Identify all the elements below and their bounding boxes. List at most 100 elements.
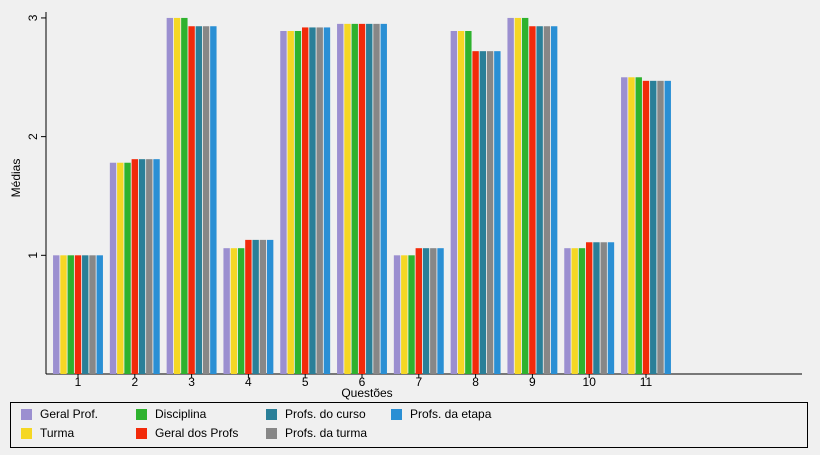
- x-tick-label: 1: [75, 375, 82, 389]
- bar-q6-s1: [337, 23, 344, 375]
- legend-swatch: [21, 408, 32, 420]
- x-tick-label: 8: [472, 375, 479, 389]
- bar-q2-s3: [124, 162, 131, 374]
- bar-q9-s5: [536, 26, 543, 375]
- bar-q1-s3: [67, 255, 74, 374]
- bar-q9-s2: [514, 17, 522, 375]
- bar-q11-s3: [635, 77, 642, 374]
- bar-q5-s3: [294, 30, 302, 375]
- bar-q11-s4: [642, 80, 650, 374]
- y-ticks: 1 2 3: [26, 14, 46, 259]
- x-tick-label: 11: [640, 375, 653, 389]
- bar-q9-s6: [543, 26, 551, 375]
- legend-swatch: [266, 427, 277, 439]
- bar-q10-s5: [593, 242, 600, 374]
- x-tick-label: 2: [131, 375, 138, 389]
- bar-q11-s5: [650, 80, 657, 374]
- bar-q2-s2: [117, 162, 124, 374]
- x-tick-label: 7: [415, 375, 422, 389]
- legend-label: Disciplina: [155, 407, 207, 421]
- bar-q9-s4: [529, 26, 536, 375]
- bar-q6-s6: [373, 23, 380, 375]
- bar-q3-s6: [202, 26, 210, 375]
- legend-item: Profs. da etapa: [391, 407, 491, 421]
- bar-q1-s6: [89, 255, 96, 374]
- bar-q10-s2: [571, 248, 578, 374]
- bar-q6-s3: [351, 23, 358, 375]
- bar-q3-s7: [210, 26, 217, 375]
- bar-q3-s1: [166, 17, 174, 375]
- legend-label: Geral dos Profs: [155, 426, 239, 440]
- bar-q8-s1: [450, 30, 458, 375]
- legend-item: Disciplina: [136, 407, 206, 421]
- x-ticks: 1 2 3 4 5 6 7 8 9 10 11: [75, 374, 653, 389]
- legend-item: Profs. da turma: [266, 426, 367, 440]
- bar-q5-s4: [302, 27, 309, 375]
- bar-q4-s6: [259, 239, 267, 374]
- x-tick-label: 10: [583, 375, 597, 389]
- bar-q7-s2: [401, 255, 408, 374]
- x-tick-label: 5: [302, 375, 309, 389]
- bar-q7-s1: [393, 255, 401, 374]
- legend-swatch: [136, 408, 147, 420]
- bar-q10-s4: [586, 242, 593, 374]
- bar-q4-s5: [252, 239, 259, 374]
- bar-q8-s4: [472, 51, 479, 375]
- bar-q2-s7: [153, 159, 160, 374]
- legend: Geral Prof. Turma Disciplina Geral dos Prof…: [10, 402, 808, 448]
- bar-q6-s7: [380, 23, 387, 375]
- legend-swatch: [391, 408, 402, 420]
- x-tick-label: 9: [529, 375, 536, 389]
- bar-q5-s5: [309, 27, 316, 375]
- bar-q4-s1: [223, 248, 230, 374]
- bar-q9-s3: [521, 17, 529, 375]
- y-tick-label: 1: [26, 252, 40, 259]
- bar-q1-s2: [60, 255, 67, 374]
- bar-q4-s7: [266, 239, 274, 374]
- bar-q11-s7: [664, 80, 671, 374]
- bar-q11-s2: [628, 77, 635, 374]
- bar-q5-s1: [280, 30, 287, 375]
- legend-item: Geral Prof.: [21, 407, 98, 421]
- bar-q6-s5: [366, 23, 373, 375]
- bar-q6-s2: [344, 23, 351, 375]
- x-axis-label: Questões: [341, 386, 392, 400]
- bar-q10-s1: [564, 248, 571, 374]
- bar-q6-s4: [358, 23, 366, 375]
- legend-label: Turma: [40, 426, 75, 440]
- bar-q2-s6: [146, 159, 153, 374]
- bar-q3-s3: [181, 17, 188, 375]
- x-tick-label: 3: [188, 375, 195, 389]
- bar-q10-s7: [607, 242, 615, 374]
- legend-label: Profs. da etapa: [410, 407, 492, 421]
- bar-q7-s3: [408, 255, 415, 374]
- bar-q8-s2: [457, 30, 465, 375]
- bar-q1-s4: [74, 255, 82, 374]
- legend-item: Turma: [21, 426, 74, 440]
- bar-q7-s5: [422, 248, 430, 374]
- legend-swatch: [136, 427, 147, 439]
- bar-q1-s7: [96, 255, 103, 374]
- bar-q2-s4: [131, 159, 138, 374]
- y-tick-label: 2: [26, 133, 40, 140]
- bar-q2-s1: [109, 162, 117, 374]
- bar-q9-s1: [507, 17, 514, 375]
- bar-q9-s7: [550, 26, 558, 375]
- bar-q11-s1: [621, 77, 628, 374]
- bar-q4-s3: [237, 248, 245, 374]
- legend-label: Geral Prof.: [40, 407, 99, 421]
- bar-chart: 1 2 3 1 2 3 4 5 6 7 8 9 10 11 Médias Questões: [9, 12, 802, 400]
- bar-q1-s1: [53, 255, 60, 374]
- bar-q7-s7: [437, 248, 444, 374]
- bar-q8-s5: [479, 51, 487, 375]
- bar-q8-s3: [465, 30, 472, 375]
- bar-q5-s6: [316, 27, 323, 375]
- bar-q5-s7: [323, 27, 331, 375]
- legend-item: Geral dos Profs: [136, 426, 238, 440]
- bar-q3-s4: [188, 26, 195, 375]
- bar-q10-s6: [600, 242, 607, 374]
- bar-q1-s5: [82, 255, 89, 374]
- legend-swatch: [21, 427, 32, 439]
- bar-q11-s6: [657, 80, 664, 374]
- legend-label: Profs. da turma: [285, 426, 368, 440]
